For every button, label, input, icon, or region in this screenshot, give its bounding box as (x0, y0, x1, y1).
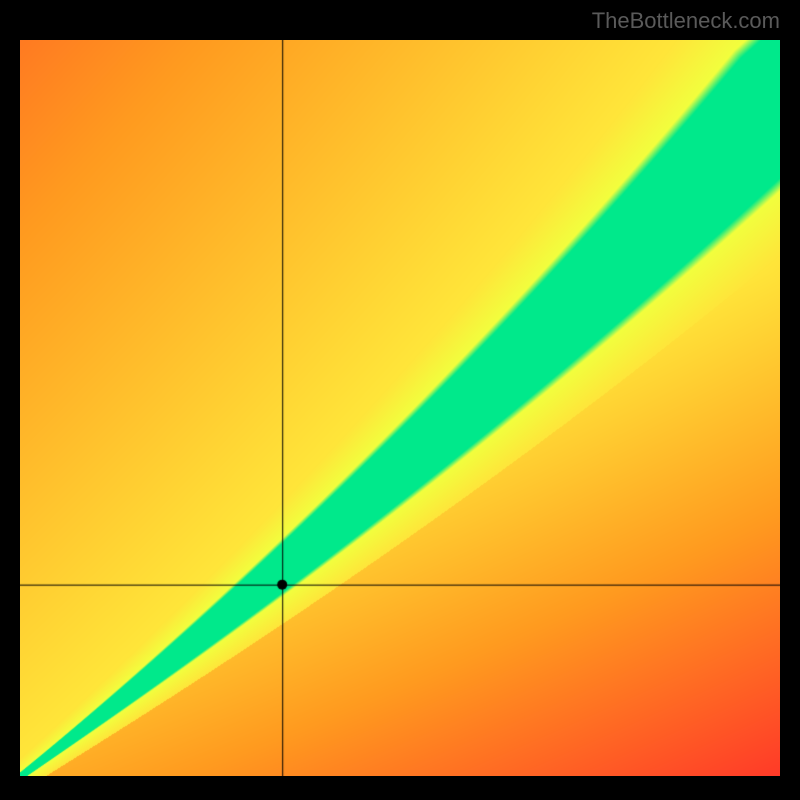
heatmap-canvas (20, 40, 780, 776)
watermark-text: TheBottleneck.com (592, 8, 780, 34)
bottleneck-heatmap (20, 40, 780, 776)
